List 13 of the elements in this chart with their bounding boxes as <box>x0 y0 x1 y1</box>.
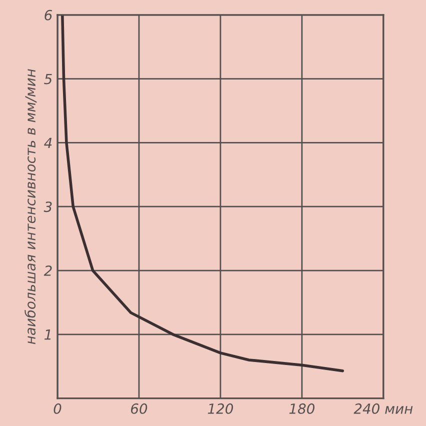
line-series <box>61 14 344 372</box>
y-axis-title: наибольшая интенсивность в мм/мин <box>24 69 37 344</box>
y-tick-label: 3 <box>44 202 52 212</box>
y-tick-label: 4 <box>44 138 52 148</box>
y-tick-label: 6 <box>44 10 52 20</box>
x-tick-label: 60 <box>131 403 148 414</box>
y-tick-label: 2 <box>44 265 52 276</box>
x-tick-label: 240 мин <box>354 403 413 414</box>
x-tick-label: 120 <box>208 403 234 414</box>
y-tick-label: 5 <box>44 74 52 84</box>
x-tick-label: 180 <box>289 403 314 414</box>
y-tick-label: 1 <box>44 330 51 340</box>
x-tick-label: 0 <box>54 403 62 414</box>
